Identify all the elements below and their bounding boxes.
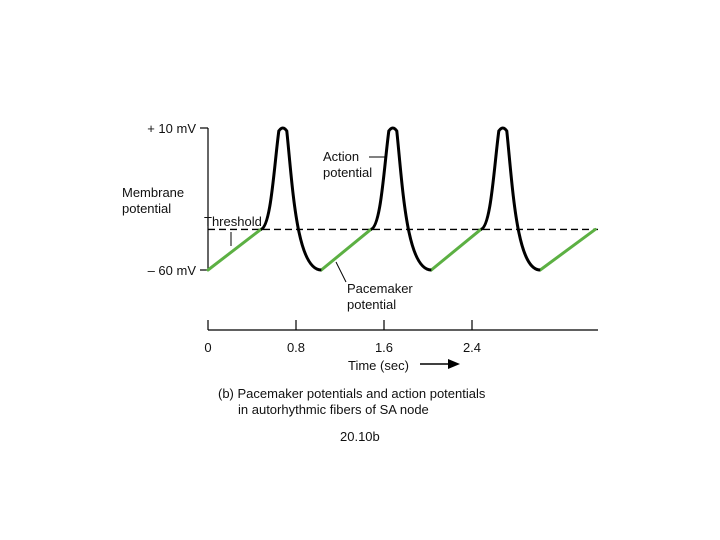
x-ticks: 0 0.8 1.6 2.4	[204, 320, 481, 355]
action-potential-spike	[479, 126, 541, 272]
pacemaker-ramp	[319, 227, 373, 272]
x-axis-arrow-head	[448, 359, 460, 369]
y-axis-label-line-2: potential	[122, 201, 171, 216]
x-axis-label: Time (sec)	[348, 358, 409, 373]
y-axis-label-line-1: Membrane	[122, 185, 184, 200]
pacemaker-potential-label-line-1: Pacemaker	[347, 281, 413, 296]
threshold-label: Threshold	[204, 214, 262, 229]
action-potential-spike	[259, 126, 322, 272]
action-potential-label-line-2: potential	[323, 165, 372, 180]
action-potential-spike	[369, 126, 432, 272]
pacemaker-ramp	[538, 227, 597, 272]
pacemaker-segments	[206, 227, 597, 272]
pacemaker-potential-pointer	[335, 261, 347, 283]
x-tick-label: 1.6	[375, 340, 393, 355]
pacemaker-ramp	[206, 227, 263, 272]
action-potential-label-line-1: Action	[323, 149, 359, 164]
y-tick-label-bottom: – 60 mV	[148, 263, 197, 278]
action-potential-traces	[259, 126, 541, 272]
x-tick-label: 0	[204, 340, 211, 355]
caption-line-1: (b) Pacemaker potentials and action pote…	[218, 386, 486, 401]
x-tick-label: 0.8	[287, 340, 305, 355]
x-tick-label: 2.4	[463, 340, 481, 355]
pacemaker-potential-label-line-2: potential	[347, 297, 396, 312]
pacemaker-ramp	[429, 227, 483, 272]
caption-line-2: in autorhythmic fibers of SA node	[238, 402, 429, 417]
y-tick-label-top: + 10 mV	[147, 121, 196, 136]
figure-id: 20.10b	[340, 429, 380, 444]
